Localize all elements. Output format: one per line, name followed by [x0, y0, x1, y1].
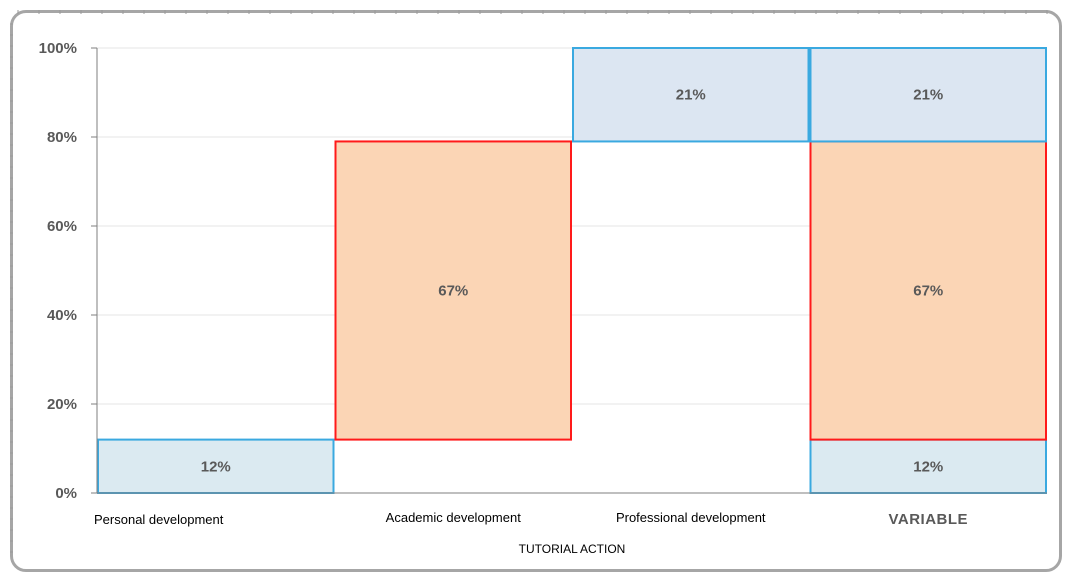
y-tick-label: 60%: [47, 218, 77, 235]
bar-segments: [97, 47, 1047, 495]
data-label: 67%: [913, 283, 943, 300]
x-tick-label: Professional development: [616, 510, 766, 525]
data-labels: 12% 67% 21% 12% 67% 21%: [201, 87, 944, 476]
y-tick-label: 80%: [47, 129, 77, 146]
data-label: 21%: [913, 87, 943, 104]
x-axis-tick-labels: Personal development Academic development…: [94, 510, 968, 528]
x-axis-title: TUTORIAL ACTION: [519, 542, 626, 556]
data-label: 12%: [201, 458, 231, 475]
x-tick-label: Personal development: [94, 512, 224, 527]
y-tick-label: 20%: [47, 396, 77, 413]
y-tick-label: 100%: [39, 40, 77, 57]
data-label: 67%: [438, 283, 468, 300]
x-tick-label: Academic development: [386, 510, 522, 525]
bar-segment: [809, 140, 1047, 441]
bar-segment: [809, 47, 1047, 143]
top-ruler: [17, 10, 1048, 14]
axes: [91, 47, 1047, 494]
bar-segment: [97, 438, 335, 495]
bar-segment: [334, 140, 572, 441]
y-tick-label: 40%: [47, 307, 77, 324]
y-axis-tick-labels: 0% 20% 40% 60% 80% 100%: [39, 40, 77, 502]
data-label: 21%: [676, 87, 706, 104]
data-label: 12%: [913, 458, 943, 475]
y-tick-label: 0%: [55, 485, 77, 502]
x-tick-label: VARIABLE: [888, 511, 968, 528]
bar-segment: [809, 438, 1047, 495]
bar-segment: [572, 47, 810, 143]
